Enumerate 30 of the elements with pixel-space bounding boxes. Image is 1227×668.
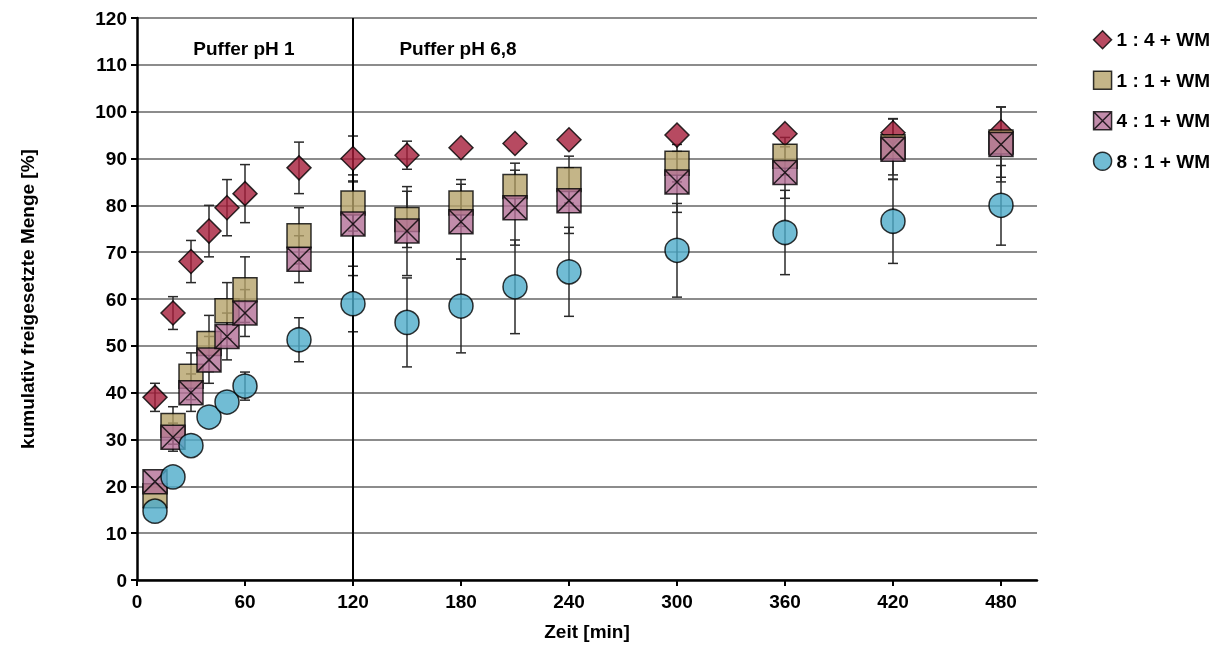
y-tick-label: 100 (95, 101, 127, 123)
legend-label: 1 : 4 + WM (1116, 29, 1211, 51)
x-tick-label: 240 (553, 591, 585, 612)
annotation: Puffer pH 6,8 (399, 37, 517, 59)
x-tick-label: 420 (877, 591, 909, 612)
y-tick-label: 70 (105, 241, 127, 263)
x-tick-label: 300 (661, 591, 693, 612)
y-tick-label: 40 (105, 382, 127, 404)
legend-label: 1 : 1 + WM (1116, 69, 1211, 91)
y-tick-label: 120 (95, 7, 127, 29)
legend-label: 8 : 1 + WM (1116, 150, 1211, 172)
y-tick-label: 50 (105, 335, 127, 357)
x-tick-label: 60 (234, 591, 256, 612)
x-tick-label: 180 (445, 591, 477, 612)
x-tick-label: 360 (769, 591, 801, 612)
y-tick-label: 0 (116, 569, 127, 591)
y-tick-label: 60 (105, 288, 127, 310)
y-tick-label: 30 (105, 429, 127, 450)
y-tick-label: 90 (105, 148, 127, 169)
x-tick-label: 0 (131, 591, 143, 612)
legend-label: 4 : 1 + WM (1116, 110, 1211, 132)
y-axis-title: kumulativ freigesetzte Menge [%] (17, 149, 38, 449)
y-tick-label: 110 (96, 54, 127, 76)
y-tick-label: 80 (105, 194, 127, 216)
x-axis-title: Zeit [min] (544, 621, 630, 642)
annotation: Puffer pH 1 (193, 37, 296, 59)
x-tick-label: 480 (985, 591, 1017, 612)
y-tick-label: 10 (105, 522, 127, 544)
y-tick-label: 20 (105, 475, 127, 497)
x-tick-label: 120 (337, 591, 369, 612)
